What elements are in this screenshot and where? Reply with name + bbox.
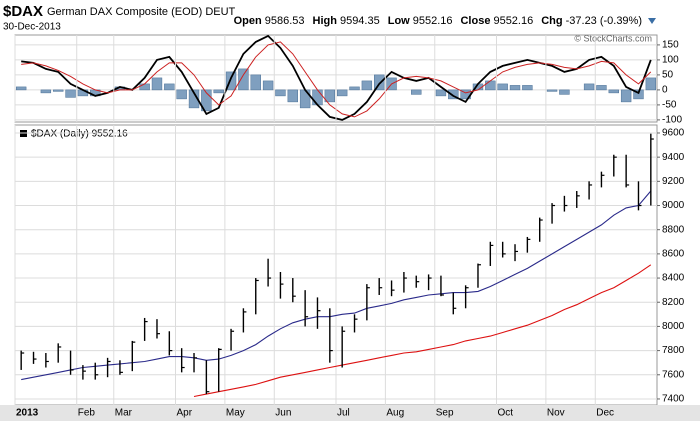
symbol: $DAX xyxy=(3,3,43,20)
quote-label: Chg xyxy=(541,15,562,27)
y-tick-label: 9000 xyxy=(662,200,685,211)
histogram-bar xyxy=(139,83,150,91)
histogram-bar xyxy=(559,89,570,95)
histogram-bar xyxy=(287,89,298,103)
y-tick-label: 9400 xyxy=(662,152,685,163)
y-tick-label: 50 xyxy=(662,70,674,81)
y-tick-label: 9600 xyxy=(662,128,685,139)
y-tick-label: 7800 xyxy=(662,345,685,356)
histogram-bar xyxy=(312,89,323,106)
y-tick-label: 8000 xyxy=(662,321,685,332)
x-tick-label: Aug xyxy=(386,408,404,419)
date: 30-Dec-2013 xyxy=(3,22,61,33)
y-tick-label: 7400 xyxy=(662,394,685,405)
quote-value: -37.23 xyxy=(566,15,597,27)
x-axis-band xyxy=(0,405,700,421)
histogram-bar xyxy=(225,71,237,91)
x-tick-label: 2013 xyxy=(16,408,39,419)
histogram-bar xyxy=(633,89,644,100)
histogram-bar xyxy=(374,74,385,91)
x-tick-label: Feb xyxy=(78,408,96,419)
histogram-bar xyxy=(583,83,595,91)
legend: $DAX (Daily) 9552.16 xyxy=(31,129,128,140)
y-tick-label: 8200 xyxy=(662,297,685,308)
moving-average xyxy=(21,190,652,381)
quote-value: 9552.16 xyxy=(413,15,453,27)
histogram-bar xyxy=(262,80,274,91)
histogram-bar xyxy=(336,89,348,97)
y-tick-label: 8400 xyxy=(662,273,685,284)
quote-value: 9552.16 xyxy=(493,15,533,27)
histogram-bar xyxy=(275,89,286,97)
y-tick-label: 9200 xyxy=(662,176,685,187)
histogram-bar xyxy=(201,89,212,112)
histogram-bar xyxy=(299,89,311,109)
histogram-bar xyxy=(238,68,249,91)
histogram-bar xyxy=(596,85,607,91)
moving-average xyxy=(193,264,652,398)
histogram-bar xyxy=(608,89,619,94)
histogram-bar xyxy=(188,89,200,109)
x-tick-label: Apr xyxy=(177,408,193,419)
y-tick-label: 150 xyxy=(662,40,679,51)
y-tick-label: 8800 xyxy=(662,224,685,235)
x-tick-label: Jul xyxy=(337,408,350,419)
histogram-bar xyxy=(497,83,508,91)
histogram-bar xyxy=(645,77,657,91)
quote-label: Low xyxy=(388,15,410,27)
y-tick-label: 0 xyxy=(662,85,668,96)
quote-label: Close xyxy=(460,15,490,27)
y-tick-label: -100 xyxy=(662,115,682,126)
x-tick-label: Oct xyxy=(498,408,514,419)
x-tick-label: Nov xyxy=(547,408,565,419)
histogram-bar xyxy=(65,89,76,98)
credit: © StockCharts.com xyxy=(574,33,652,43)
x-tick-label: Dec xyxy=(596,408,614,419)
x-tick-label: Jun xyxy=(275,408,291,419)
histogram-bar xyxy=(546,89,558,92)
histogram-bar xyxy=(349,86,360,91)
quote: Open 9586.53 High 9594.35 Low 9552.16 Close 955… xyxy=(234,15,642,27)
histogram-bar xyxy=(485,80,496,91)
y-tick-label: -50 xyxy=(662,100,677,111)
quote-value: 9586.53 xyxy=(265,15,305,27)
histogram-bar xyxy=(448,89,459,100)
quote-label: Open xyxy=(234,15,262,27)
menu-icon[interactable] xyxy=(648,18,656,24)
y-tick-label: 100 xyxy=(662,55,679,66)
histogram-bar xyxy=(250,74,261,91)
histogram-bar xyxy=(411,89,422,95)
histogram-bar xyxy=(324,89,336,103)
histogram-bar xyxy=(361,80,373,91)
y-tick-label: 8600 xyxy=(662,249,685,260)
histogram-bar xyxy=(435,89,447,97)
histogram-bar xyxy=(176,89,187,100)
quote-pct: (-0.39%) xyxy=(600,15,642,27)
y-tick-label: 7600 xyxy=(662,369,685,380)
quote-label: High xyxy=(313,15,338,27)
histogram-bar xyxy=(15,86,27,91)
quote-value: 9594.35 xyxy=(340,15,380,27)
histogram-bar xyxy=(522,85,533,91)
histogram-bar xyxy=(509,85,521,91)
histogram-bar xyxy=(40,89,52,94)
histogram-bar xyxy=(53,89,64,92)
x-tick-label: May xyxy=(226,408,245,419)
histogram-bar xyxy=(164,83,175,91)
x-tick-label: Sep xyxy=(436,408,454,419)
histogram-bar xyxy=(620,89,632,103)
histogram-bar xyxy=(213,89,224,94)
histogram-bar xyxy=(151,77,163,91)
legend-icon xyxy=(20,130,27,137)
x-tick-label: Mar xyxy=(115,408,133,419)
security-name: German DAX Composite (EOD) DEUT xyxy=(47,6,236,18)
